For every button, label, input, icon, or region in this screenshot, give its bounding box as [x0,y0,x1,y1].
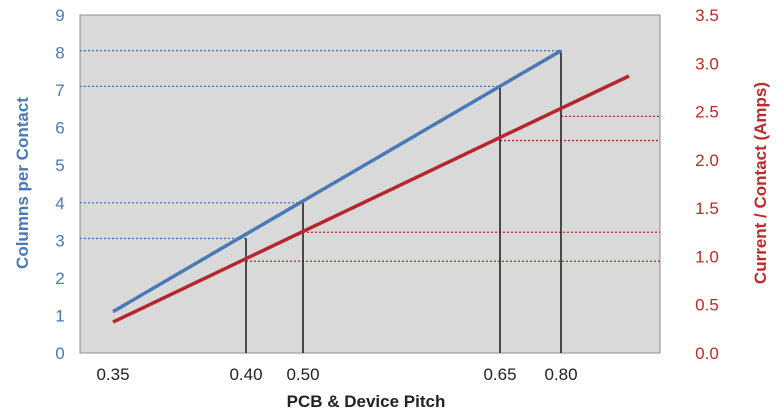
y-left-tick-1: 1 [55,306,64,325]
y-right-tick-0.5: 0.5 [695,296,719,315]
y-right-tick-2.0: 2.0 [695,151,719,170]
x-tick-0.35: 0.35 [96,365,129,384]
tick-labels: 0 1 2 3 4 5 6 7 8 9 0.0 0.5 1.0 1.5 2.0 2.5 3.0 3.5 0.35 0.… [55,6,719,384]
x-tick-0.65: 0.65 [483,365,516,384]
y-right-tick-1.0: 1.0 [695,247,719,266]
y-left-tick-5: 5 [55,156,64,175]
series-line-columns [112,49,562,314]
y-left-tick-2: 2 [55,269,64,288]
y-left-tick-9: 9 [55,6,64,25]
y-right-tick-3.0: 3.0 [695,54,719,73]
chart-marks [80,49,660,353]
y-left-tick-8: 8 [55,44,64,63]
y-left-tick-6: 6 [55,119,64,138]
x-tick-0.80: 0.80 [544,365,577,384]
y-right-tick-2.5: 2.5 [695,103,719,122]
y-left-tick-3: 3 [55,231,64,250]
y-left-tick-0: 0 [55,344,64,363]
y-axis-label-left: Columns per Contact [13,97,32,269]
x-tick-0.50: 0.50 [286,365,319,384]
x-axis-label: PCB & Device Pitch [287,392,446,411]
y-right-tick-1.5: 1.5 [695,199,719,218]
plot-area [79,14,661,354]
y-left-tick-7: 7 [55,81,64,100]
y-axis-label-right: Current / Contact (Amps) [751,82,770,284]
y-right-tick-0.0: 0.0 [695,344,719,363]
y-left-tick-4: 4 [55,194,64,213]
plot-background [79,14,661,354]
x-tick-0.40: 0.40 [229,365,262,384]
y-right-tick-3.5: 3.5 [695,6,719,25]
series-line-current [112,74,630,324]
